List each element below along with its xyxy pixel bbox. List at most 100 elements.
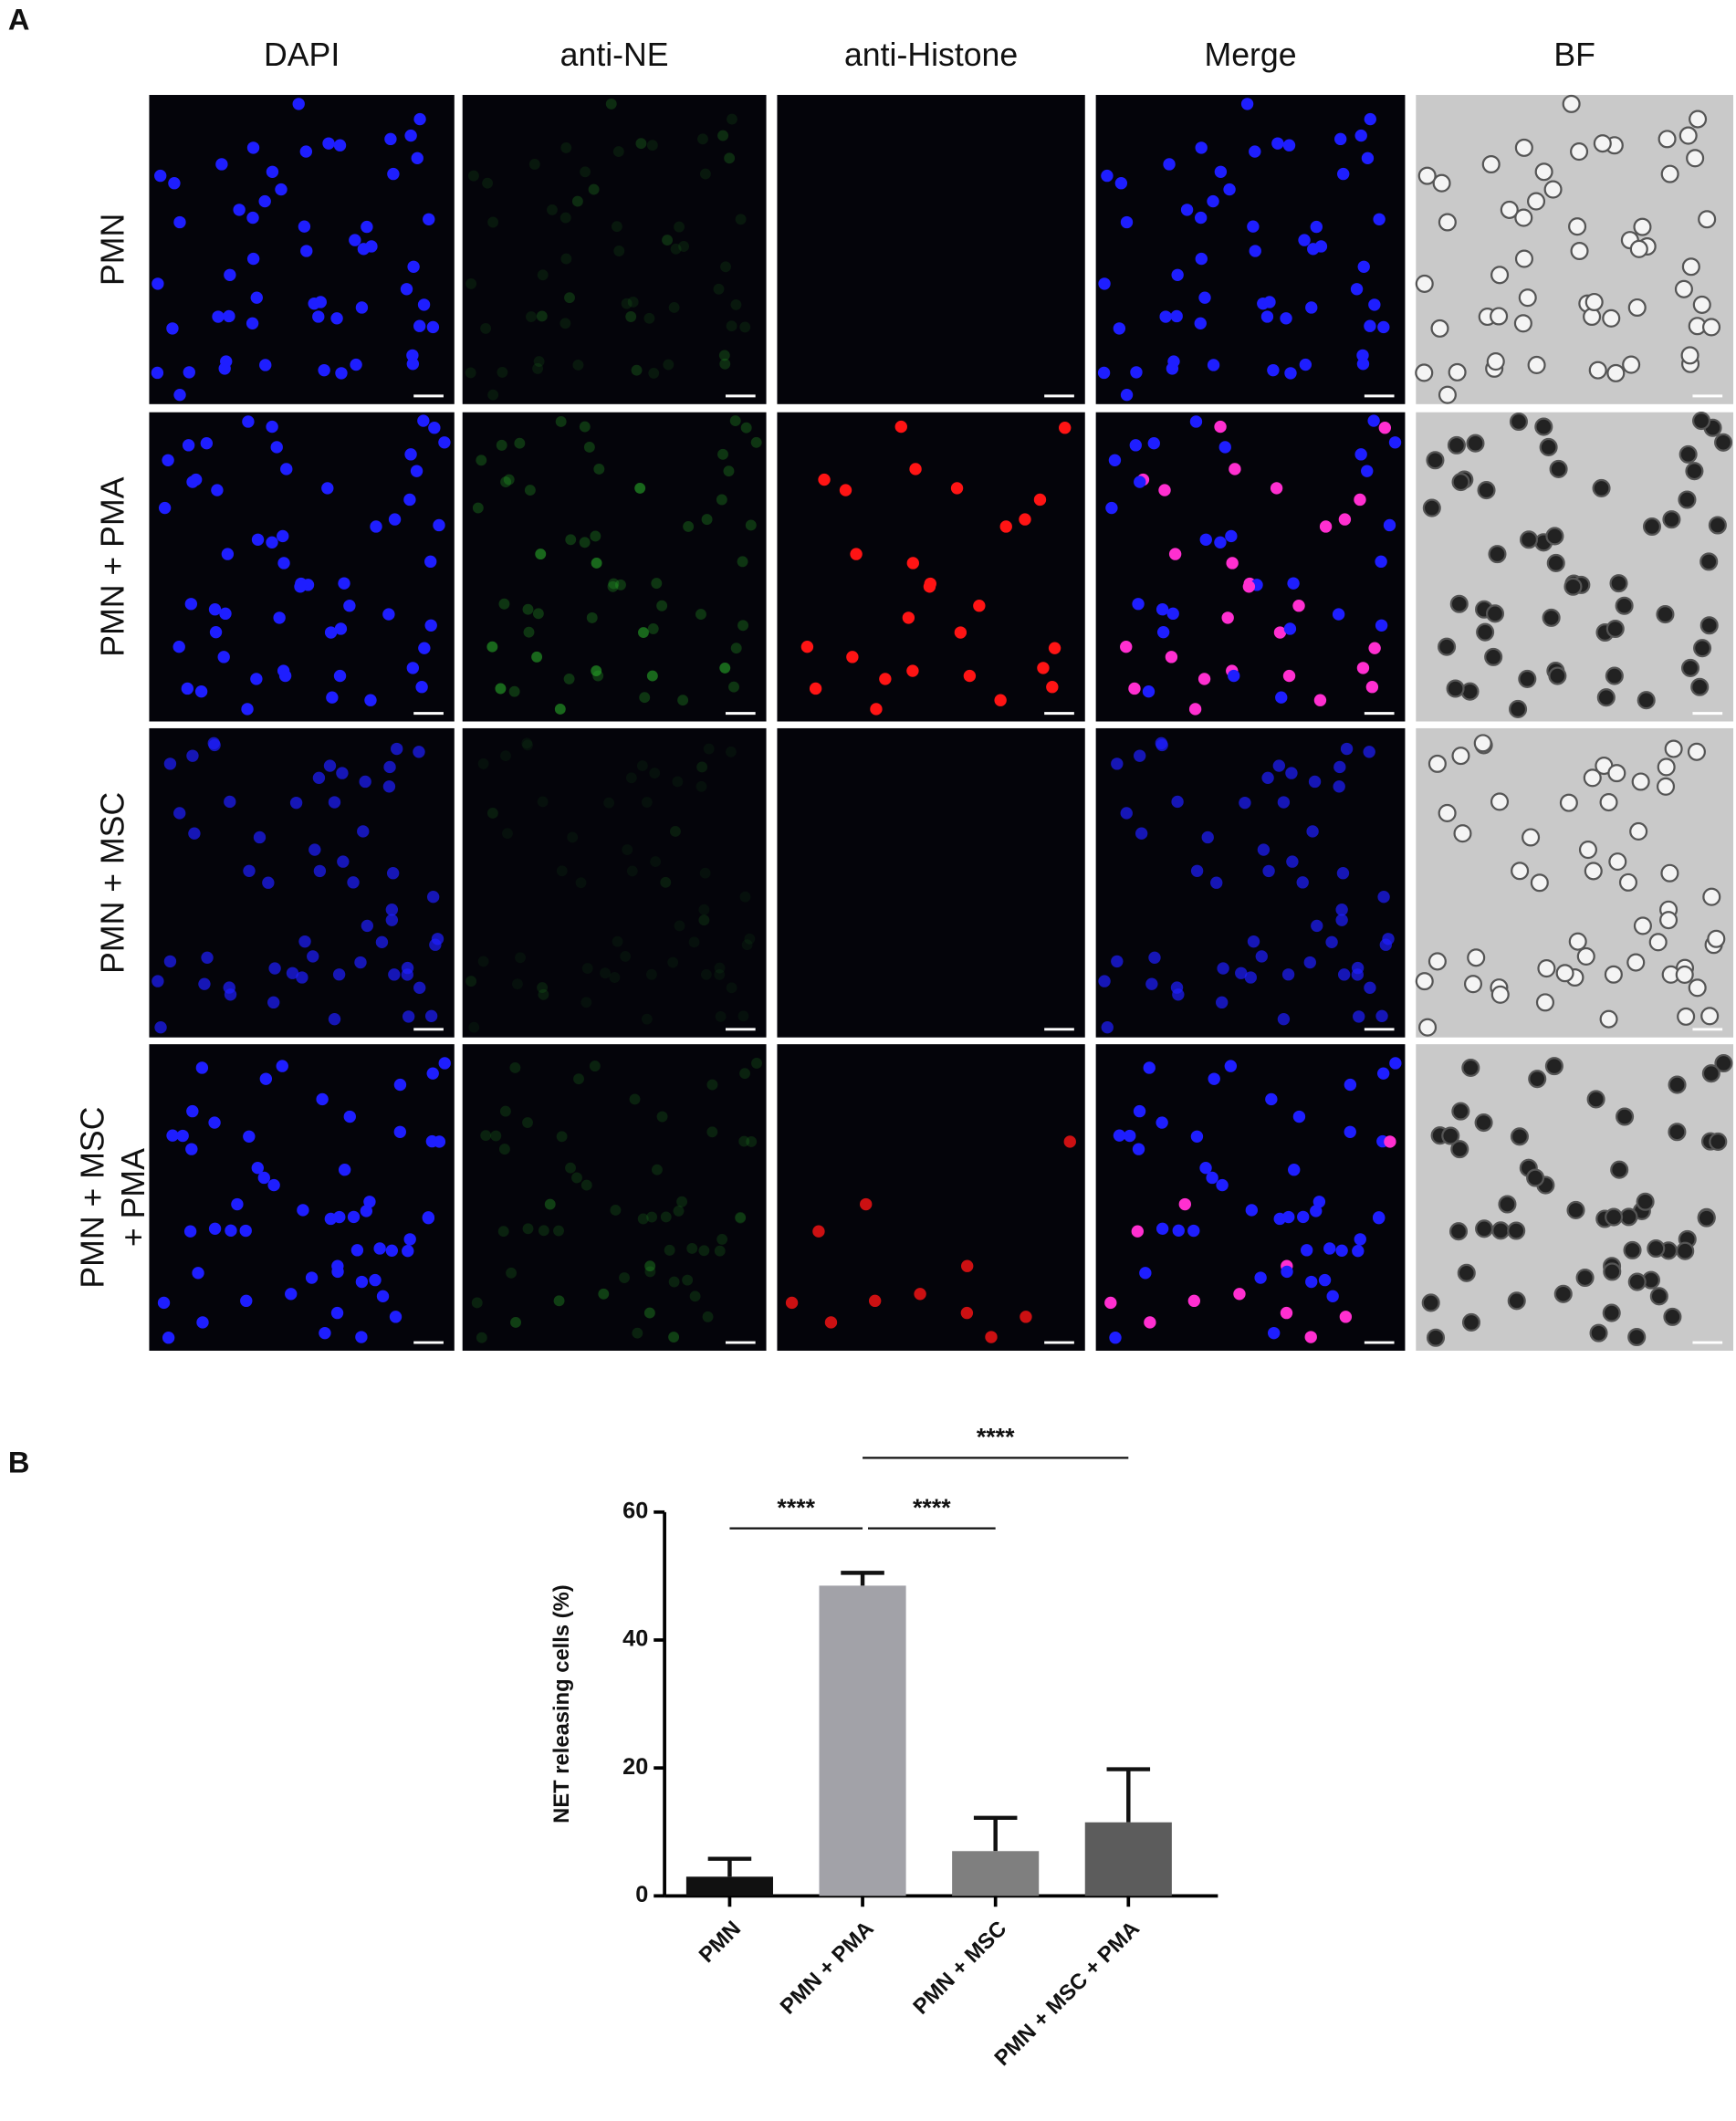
cell [735,214,747,225]
cell [1245,1204,1259,1217]
cell [1451,1102,1470,1121]
cell [1648,933,1668,952]
cell [410,465,424,477]
cell [361,919,374,933]
cell [1451,473,1470,492]
cell [1633,217,1652,236]
cell [465,277,477,289]
cell [1261,771,1274,784]
cell [183,366,195,379]
cell [417,298,431,311]
cell [438,1057,451,1070]
cell [330,1306,344,1320]
cell [1692,295,1711,314]
cell [413,746,425,758]
cell [221,548,235,560]
x-tick-label: PMN [695,1917,746,1968]
cell [1481,154,1501,174]
cell [639,692,651,704]
cell [717,448,728,460]
cell [1570,142,1589,162]
cell [309,843,321,856]
cell [404,129,417,142]
cell [337,855,350,868]
cell [1282,1210,1295,1224]
micrograph [149,1044,455,1351]
cell [1280,312,1292,325]
cell [1377,320,1390,334]
cell [1281,1265,1293,1279]
cell [1473,734,1492,753]
cell [332,968,346,981]
cell [357,243,371,256]
cell [553,1225,564,1237]
cell [571,1172,582,1184]
cell [656,600,668,611]
cell [1589,1323,1608,1343]
cell [152,277,164,290]
cell [1539,437,1558,456]
cell [591,558,602,569]
cell [1509,412,1528,432]
cell [706,1079,718,1091]
cell [1105,501,1118,515]
cell [839,484,852,496]
cell [289,796,303,810]
cell [1166,607,1179,621]
cell [673,1205,685,1217]
cell [268,962,281,975]
cell [433,518,445,532]
cell [648,367,660,379]
cell [1098,277,1111,290]
cell [612,935,623,947]
cell [670,826,681,837]
cell [1145,977,1158,990]
cell [1270,482,1283,495]
cell [1375,619,1388,632]
cell [1284,367,1297,380]
cell [537,982,549,994]
cell [276,1060,288,1072]
y-tick-label: 20 [622,1754,648,1780]
cell [563,673,575,684]
cell [1214,165,1228,178]
cell [1344,1078,1357,1092]
cell [240,1294,253,1308]
micrograph [1095,727,1406,1038]
cell [634,482,646,494]
cell [1143,1061,1156,1074]
cell [1299,358,1312,371]
cell [537,269,549,281]
cell [192,1267,204,1280]
cell [428,422,441,434]
cell [1223,183,1236,196]
cell [186,749,199,762]
cell [220,355,233,368]
cell [1599,793,1618,812]
cell [1285,767,1298,779]
row-label: + PMA [115,1148,152,1247]
cell [713,283,725,295]
cell [1636,1192,1655,1211]
cell [1663,1307,1682,1326]
cell [413,319,426,332]
cell [522,603,534,615]
cell [1319,520,1333,533]
cell [1450,1140,1469,1159]
cell [651,1164,663,1175]
cell [1218,441,1231,454]
cell [266,536,278,549]
cell [217,651,230,663]
cell [567,831,579,843]
cell [400,283,413,296]
cell [531,651,543,663]
cell [1215,996,1229,1009]
cell [662,235,674,246]
cell [1262,864,1275,878]
cell [468,1021,480,1033]
cell [1555,964,1574,983]
cell [246,317,259,329]
cell [714,968,726,980]
cell [1549,459,1568,478]
cell [902,611,915,624]
